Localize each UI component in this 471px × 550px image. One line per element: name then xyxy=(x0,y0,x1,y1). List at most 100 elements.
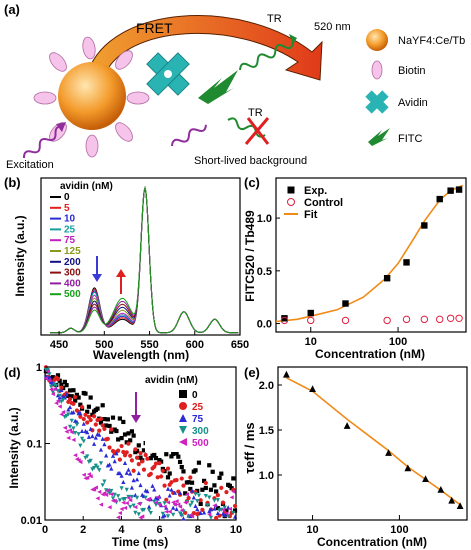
decay-point xyxy=(102,416,107,422)
legend-label-500: 500 xyxy=(192,438,209,449)
decay-point xyxy=(112,492,117,497)
panel-b-label: (b) xyxy=(4,175,21,190)
Exp-point-5 xyxy=(281,315,288,322)
Exp-point-10 xyxy=(307,309,314,317)
decay-point xyxy=(219,485,224,490)
decay-point xyxy=(188,475,193,480)
decay-point xyxy=(67,428,73,433)
decay-point xyxy=(181,516,186,521)
decay-point xyxy=(140,514,145,519)
legend-label-500: 500 xyxy=(64,289,81,300)
decay-point xyxy=(164,509,169,514)
background-label: Short-lived background xyxy=(194,155,307,167)
decay-point xyxy=(91,465,97,471)
Control-point-75 xyxy=(383,316,391,325)
decay-point xyxy=(97,468,102,473)
decay-point xyxy=(229,495,234,500)
tau-point-200 xyxy=(422,475,429,482)
decay-point xyxy=(131,477,136,483)
x-tick-label-10: 10 xyxy=(305,336,317,348)
decay-point xyxy=(159,474,164,479)
decay-point xyxy=(105,417,110,422)
decay-point xyxy=(207,512,212,517)
decay-point xyxy=(143,452,148,458)
panel-b-legend-title: avidin (nM) xyxy=(60,181,113,192)
decay-point xyxy=(95,496,100,501)
decay-point xyxy=(79,404,85,410)
tau-point-10 xyxy=(309,385,316,392)
decay-point xyxy=(186,480,191,485)
decay-point xyxy=(88,395,93,400)
legend-label-300: 300 xyxy=(192,426,209,437)
decay-point xyxy=(71,388,76,393)
decay-point xyxy=(100,403,105,408)
decay-point xyxy=(107,445,112,450)
decay-point xyxy=(104,423,109,428)
decay-point xyxy=(100,436,105,441)
decay-point xyxy=(164,452,169,457)
decay-point xyxy=(67,424,73,430)
decay-point xyxy=(116,437,121,442)
decay-point xyxy=(102,490,107,496)
decay-point xyxy=(59,412,64,417)
panel-d-label: (d) xyxy=(4,365,21,380)
tau-point-5 xyxy=(283,370,290,378)
decay-point xyxy=(116,494,121,499)
legend-fitc-icon xyxy=(368,128,390,146)
legend-avidin: Avidin xyxy=(398,97,428,109)
decay-point xyxy=(121,500,126,505)
panel-d-legend-title: avidin (nM) xyxy=(145,375,198,386)
spectrum-line-500 xyxy=(50,185,239,334)
decay-point xyxy=(136,470,141,476)
decay-point xyxy=(189,514,195,519)
decay-point xyxy=(107,491,112,496)
decay-point xyxy=(203,480,208,486)
decay-point xyxy=(100,423,105,428)
legend-label-300: 300 xyxy=(64,268,81,279)
tau-point-75 xyxy=(385,449,392,456)
decay-point xyxy=(88,426,93,431)
legend-label-75: 75 xyxy=(192,414,204,425)
decay-point xyxy=(114,451,119,456)
Control-point-5 xyxy=(280,316,289,325)
decay-point xyxy=(134,448,140,453)
decay-point xyxy=(91,414,97,419)
decay-point xyxy=(93,485,98,490)
decay-point xyxy=(189,488,195,493)
decay-point xyxy=(179,464,184,470)
decay-point xyxy=(203,493,208,499)
decay-point xyxy=(71,401,76,406)
decay-point xyxy=(200,507,205,513)
decay-point xyxy=(102,426,107,431)
decay-point xyxy=(129,429,135,434)
decay-point xyxy=(81,421,86,426)
decay-point xyxy=(85,420,90,425)
excitation-arrowhead xyxy=(56,122,66,132)
panel-b: (b) 450 500 550 600 650 avidin (nM) 05102575… xyxy=(4,175,249,362)
decay-point xyxy=(203,485,208,491)
tr-label: TR xyxy=(267,13,282,25)
decay-point xyxy=(212,498,217,503)
decay-point xyxy=(61,397,66,403)
decay-point xyxy=(86,472,92,477)
decay-point xyxy=(93,435,98,440)
panel-e: (e) 10 100 1.0 1.5 2.0 Concentration (nM) τe… xyxy=(242,365,468,549)
decay-point xyxy=(95,465,100,470)
decay-point xyxy=(104,453,109,458)
decay-point xyxy=(165,486,171,491)
decay-point xyxy=(81,472,86,477)
decay-point xyxy=(54,383,59,388)
panel-b-xticks: 450 500 550 600 650 xyxy=(50,331,249,351)
decay-point xyxy=(188,503,193,508)
x-tick-label-8: 8 xyxy=(195,524,201,536)
decay-point xyxy=(134,495,140,500)
decay-point xyxy=(73,430,78,436)
decay-point xyxy=(196,460,202,465)
decay-point xyxy=(153,455,159,461)
decay-point xyxy=(117,498,122,503)
decay-point xyxy=(43,376,49,381)
decay-point xyxy=(119,473,124,478)
decay-point xyxy=(124,470,129,475)
decay-point xyxy=(181,469,186,474)
